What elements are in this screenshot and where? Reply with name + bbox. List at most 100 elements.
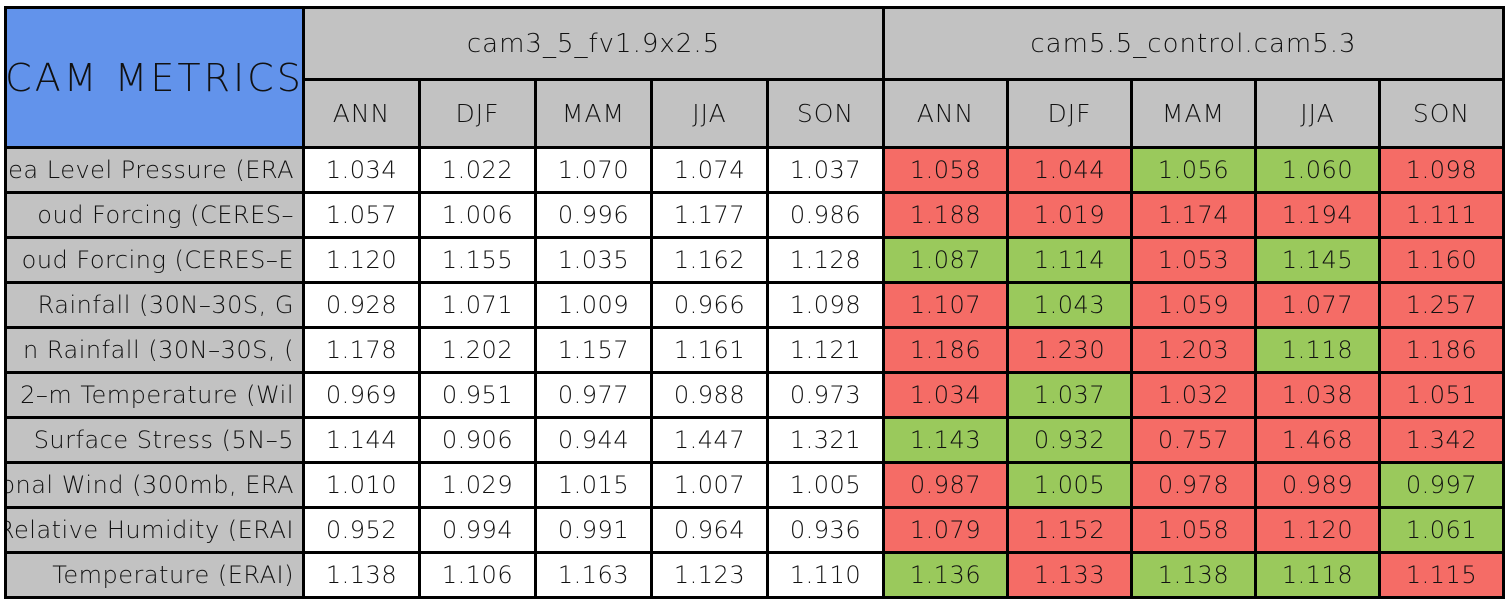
metric-value-cell: 1.005	[1009, 464, 1130, 506]
metric-value-cell: 1.177	[653, 194, 766, 236]
metric-value-cell: 0.757	[1133, 419, 1254, 461]
metric-value-cell: 1.178	[305, 329, 418, 371]
season-header: MAM	[537, 81, 650, 146]
metric-value-cell: 0.988	[653, 374, 766, 416]
metric-value-cell: 1.120	[305, 239, 418, 281]
metric-value-cell: 1.056	[1133, 149, 1254, 191]
metric-value-cell: 1.015	[537, 464, 650, 506]
row-label: Rainfall (30N–30S, G	[7, 284, 302, 326]
metric-value-cell: 1.162	[653, 239, 766, 281]
metric-value-cell: 1.057	[305, 194, 418, 236]
metric-value-cell: 1.058	[1133, 509, 1254, 551]
metric-value-cell: 1.060	[1257, 149, 1378, 191]
metric-value-cell: 1.155	[421, 239, 534, 281]
metric-value-cell: 1.160	[1381, 239, 1502, 281]
metric-value-cell: 1.032	[1133, 374, 1254, 416]
metric-value-cell: 1.188	[885, 194, 1006, 236]
metric-value-cell: 1.203	[1133, 329, 1254, 371]
metric-value-cell: 1.143	[885, 419, 1006, 461]
season-header: DJF	[421, 81, 534, 146]
metric-value-cell: 0.952	[305, 509, 418, 551]
metric-value-cell: 1.098	[1381, 149, 1502, 191]
metric-value-cell: 1.133	[1009, 554, 1130, 596]
season-header: JJA	[653, 81, 766, 146]
metric-value-cell: 1.138	[305, 554, 418, 596]
row-label: Relative Humidity (ERAI	[7, 509, 302, 551]
metric-value-cell: 1.118	[1257, 329, 1378, 371]
metric-value-cell: 0.996	[537, 194, 650, 236]
metric-value-cell: 0.936	[769, 509, 882, 551]
metric-value-cell: 1.010	[305, 464, 418, 506]
metric-value-cell: 1.194	[1257, 194, 1378, 236]
metric-value-cell: 1.037	[1009, 374, 1130, 416]
metric-value-cell: 0.987	[885, 464, 1006, 506]
metric-value-cell: 1.058	[885, 149, 1006, 191]
row-label: oud Forcing (CERES–E	[7, 239, 302, 281]
metric-value-cell: 1.145	[1257, 239, 1378, 281]
metric-value-cell: 0.977	[537, 374, 650, 416]
metric-value-cell: 1.110	[769, 554, 882, 596]
metric-value-cell: 0.994	[421, 509, 534, 551]
metric-value-cell: 1.034	[305, 149, 418, 191]
metric-value-cell: 1.029	[421, 464, 534, 506]
metric-value-cell: 1.321	[769, 419, 882, 461]
row-label: oud Forcing (CERES–	[7, 194, 302, 236]
metric-value-cell: 1.043	[1009, 284, 1130, 326]
metric-value-cell: 1.059	[1133, 284, 1254, 326]
metric-value-cell: 1.079	[885, 509, 1006, 551]
metric-value-cell: 0.986	[769, 194, 882, 236]
metric-value-cell: 1.074	[653, 149, 766, 191]
metric-value-cell: 0.928	[305, 284, 418, 326]
metric-value-cell: 1.009	[537, 284, 650, 326]
metric-value-cell: 1.152	[1009, 509, 1130, 551]
metric-value-cell: 1.468	[1257, 419, 1378, 461]
season-header: DJF	[1009, 81, 1130, 146]
metric-value-cell: 1.115	[1381, 554, 1502, 596]
metric-value-cell: 0.964	[653, 509, 766, 551]
metric-value-cell: 1.061	[1381, 509, 1502, 551]
metric-value-cell: 0.932	[1009, 419, 1130, 461]
metric-value-cell: 1.186	[1381, 329, 1502, 371]
metric-value-cell: 1.022	[421, 149, 534, 191]
metric-value-cell: 1.107	[885, 284, 1006, 326]
metric-value-cell: 0.969	[305, 374, 418, 416]
metric-value-cell: 0.973	[769, 374, 882, 416]
season-header: SON	[769, 81, 882, 146]
metric-value-cell: 1.161	[653, 329, 766, 371]
metric-value-cell: 1.138	[1133, 554, 1254, 596]
row-label: onal Wind (300mb, ERA	[7, 464, 302, 506]
metric-value-cell: 1.070	[537, 149, 650, 191]
metric-value-cell: 1.038	[1257, 374, 1378, 416]
metric-value-cell: 1.037	[769, 149, 882, 191]
metric-value-cell: 1.136	[885, 554, 1006, 596]
table-title: CAM METRICS	[7, 9, 302, 146]
metric-value-cell: 0.997	[1381, 464, 1502, 506]
season-header: ANN	[885, 81, 1006, 146]
metric-value-cell: 1.034	[885, 374, 1006, 416]
metric-value-cell: 1.006	[421, 194, 534, 236]
model-header-1: cam3_5_fv1.9x2.5	[305, 9, 882, 78]
row-label: n Rainfall (30N–30S, (	[7, 329, 302, 371]
metric-value-cell: 1.111	[1381, 194, 1502, 236]
metric-value-cell: 1.035	[537, 239, 650, 281]
metric-value-cell: 0.951	[421, 374, 534, 416]
metric-value-cell: 1.121	[769, 329, 882, 371]
metric-value-cell: 1.005	[769, 464, 882, 506]
metric-value-cell: 1.163	[537, 554, 650, 596]
metric-value-cell: 1.186	[885, 329, 1006, 371]
metric-value-cell: 1.257	[1381, 284, 1502, 326]
season-header: MAM	[1133, 81, 1254, 146]
metric-value-cell: 1.230	[1009, 329, 1130, 371]
metric-value-cell: 1.077	[1257, 284, 1378, 326]
metric-value-cell: 1.044	[1009, 149, 1130, 191]
metric-value-cell: 0.966	[653, 284, 766, 326]
metric-value-cell: 1.202	[421, 329, 534, 371]
model-header-2: cam5.5_control.cam5.3	[885, 9, 1502, 78]
metric-value-cell: 1.019	[1009, 194, 1130, 236]
metric-value-cell: 0.906	[421, 419, 534, 461]
row-label: Temperature (ERAI)	[7, 554, 302, 596]
metric-value-cell: 1.051	[1381, 374, 1502, 416]
season-header: SON	[1381, 81, 1502, 146]
metric-value-cell: 1.071	[421, 284, 534, 326]
